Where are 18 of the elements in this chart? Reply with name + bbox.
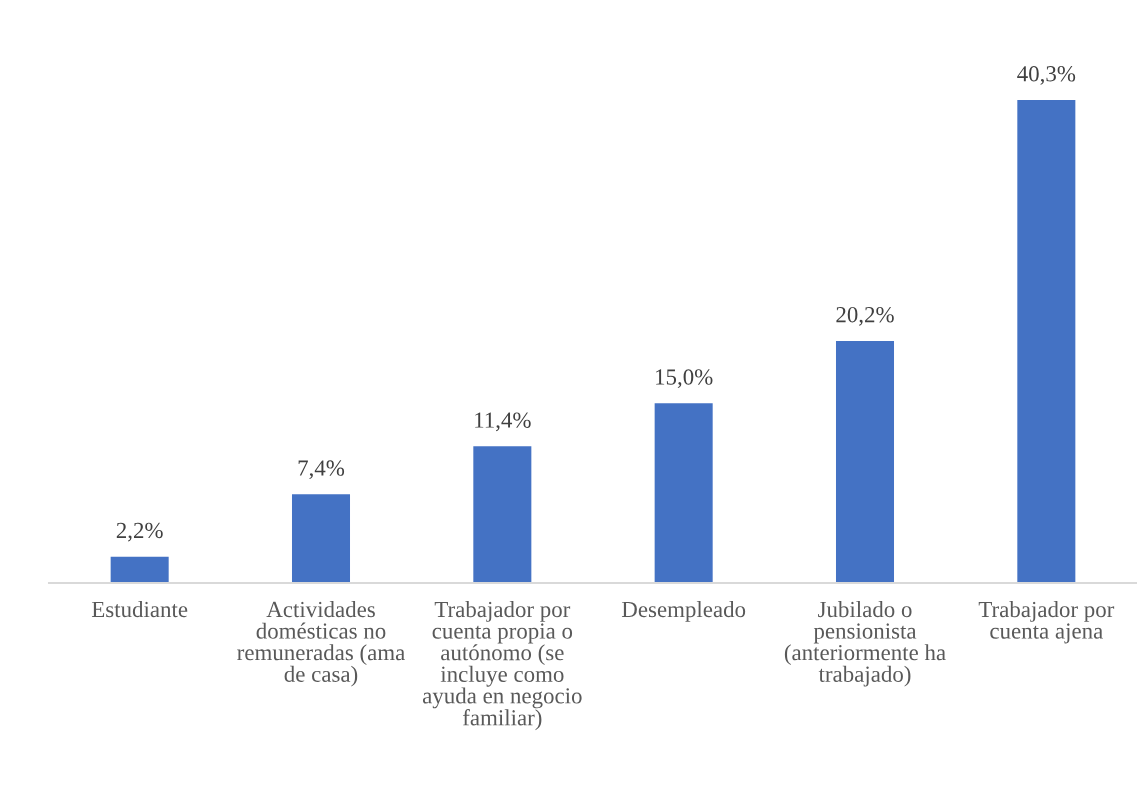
bar bbox=[110, 556, 169, 583]
data-label: 11,4% bbox=[475, 412, 531, 432]
data-label: 15,0% bbox=[656, 369, 713, 388]
x-tick-label: Trabajador por cuenta propia o autónomo (se incluye como ayuda en negocio familiar) bbox=[422, 601, 582, 731]
data-label: 20,2% bbox=[836, 306, 894, 326]
data-label: 2,2% bbox=[116, 522, 163, 542]
data-label: 7,4% bbox=[298, 460, 345, 480]
x-tick-label: Trabajador por cuenta ajena bbox=[978, 601, 1115, 644]
bar bbox=[473, 446, 532, 583]
bar bbox=[835, 340, 895, 583]
x-tick-label: Jubilado o pensionista (anteriormente ha trabajado) bbox=[784, 601, 946, 687]
data-label: 40,3% bbox=[1017, 66, 1076, 85]
bar bbox=[291, 494, 351, 583]
bar bbox=[1017, 100, 1076, 583]
bar bbox=[654, 403, 713, 583]
x-tick-label: Estudiante bbox=[91, 601, 188, 618]
x-tick-label: Desempleado bbox=[621, 601, 746, 622]
x-tick-label: Actividades domésticas no remuneradas (ama de casa) bbox=[237, 601, 405, 687]
